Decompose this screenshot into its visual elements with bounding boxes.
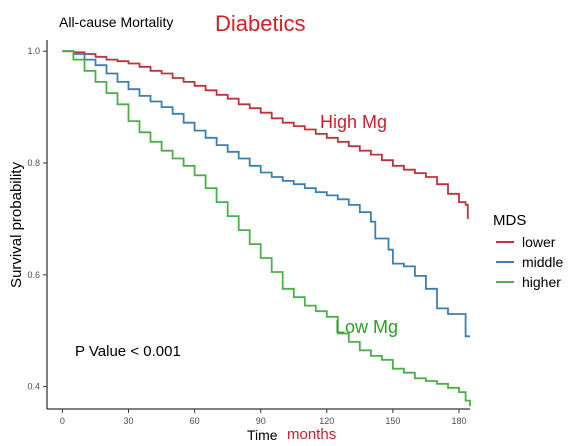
y-tick-label: 0.4 bbox=[27, 382, 40, 392]
x-tick-label: 30 bbox=[124, 416, 134, 426]
y-tick-label: 0.8 bbox=[27, 158, 40, 168]
x-tick-label: 90 bbox=[256, 416, 266, 426]
x-tick-label: 60 bbox=[190, 416, 200, 426]
y-tick-label: 1.0 bbox=[27, 46, 40, 56]
y-axis-ticks: 0.4 0.6 0.8 1.0 bbox=[27, 46, 47, 392]
x-tick-label: 0 bbox=[60, 416, 65, 426]
y-tick-label: 0.6 bbox=[27, 270, 40, 280]
legend-title: MDS bbox=[493, 212, 526, 229]
y-axis-label: Survival probability bbox=[8, 162, 25, 288]
p-value-annotation: P Value < 0.001 bbox=[75, 343, 181, 360]
x-tick-label: 120 bbox=[319, 416, 334, 426]
x-tick-label: 180 bbox=[451, 416, 466, 426]
chart-title: All-cause Mortality bbox=[59, 14, 173, 30]
legend-label-middle: middle bbox=[522, 254, 563, 270]
legend: MDS lower middle higher bbox=[493, 212, 563, 290]
series-line-higher bbox=[62, 50, 471, 407]
x-axis-label: Time bbox=[247, 427, 278, 443]
series-line-middle bbox=[62, 50, 470, 338]
legend-label-higher: higher bbox=[522, 274, 561, 290]
legend-items: lower middle higher bbox=[496, 234, 563, 290]
series-line-lower bbox=[62, 50, 469, 219]
x-axis-ticks: 0 30 60 90 120 150 180 bbox=[60, 409, 467, 426]
x-axis-unit: months bbox=[287, 426, 336, 443]
chart-subtitle: Diabetics bbox=[215, 11, 305, 36]
series-lines bbox=[62, 50, 471, 407]
annotation-high-mg: High Mg bbox=[320, 112, 387, 132]
x-tick-label: 150 bbox=[385, 416, 400, 426]
legend-label-lower: lower bbox=[522, 234, 556, 250]
annotation-low-mg: Low Mg bbox=[335, 317, 398, 337]
